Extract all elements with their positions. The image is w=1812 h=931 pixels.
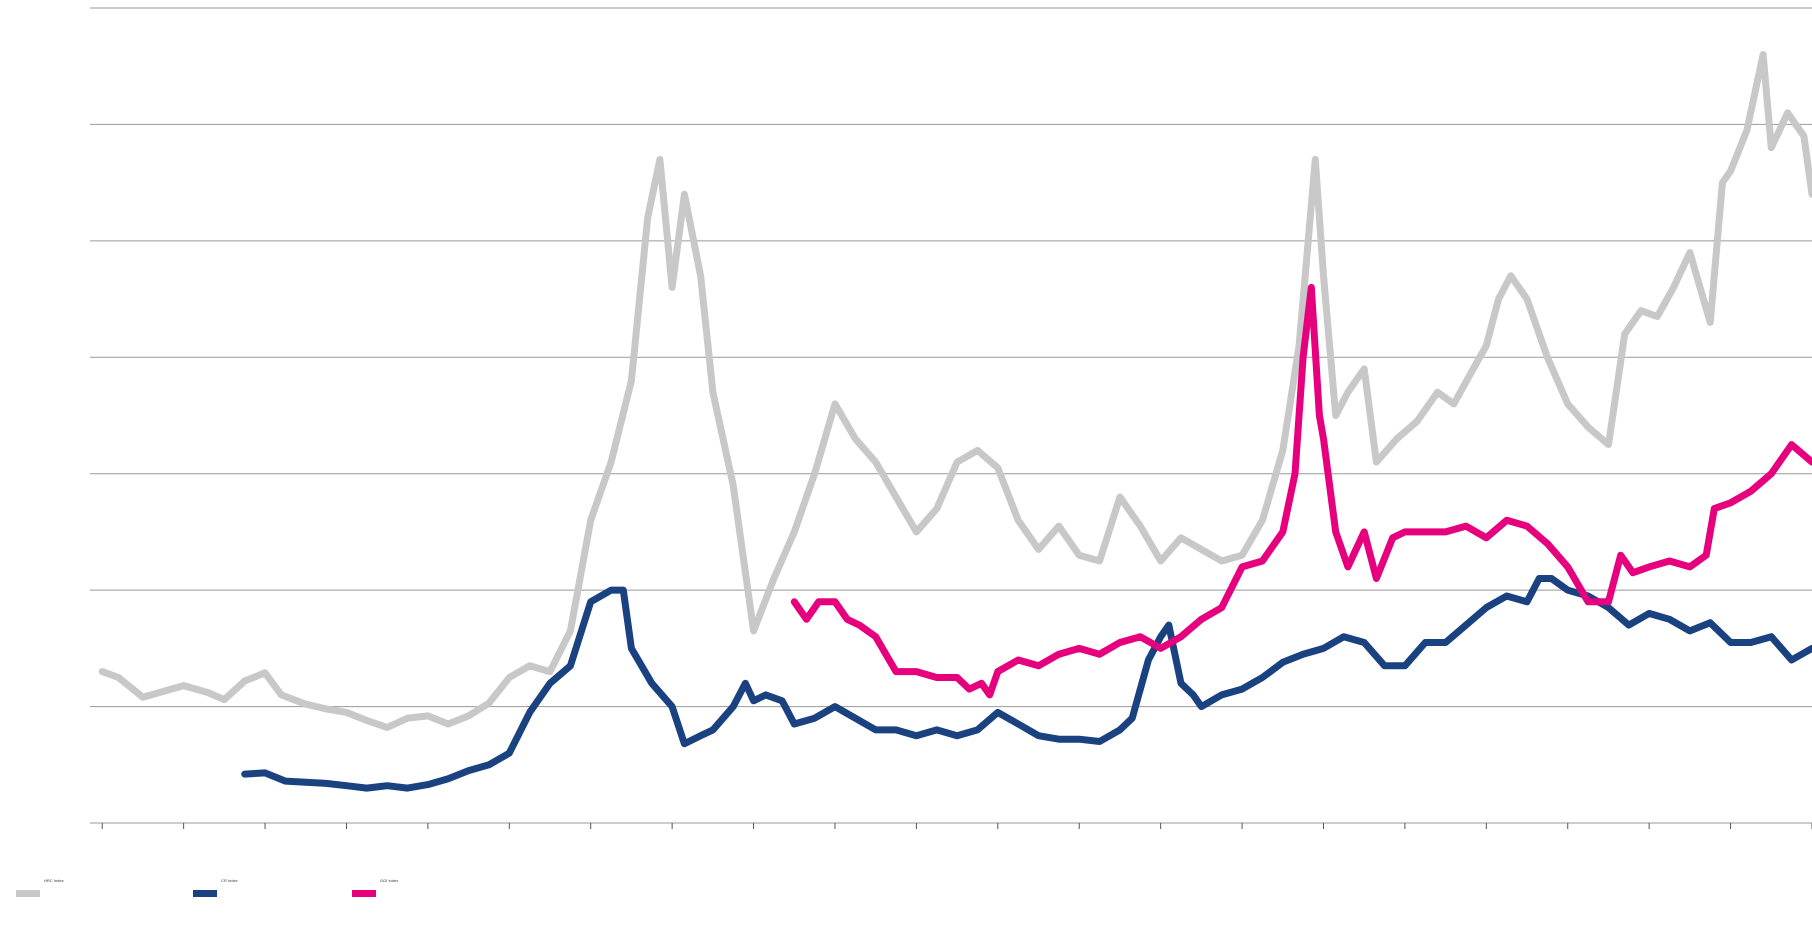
legend: HRC Index CR Index GGI Index (16, 878, 398, 897)
grid-lines (90, 7, 1812, 824)
legend-swatch (16, 890, 40, 897)
series-line (241, 575, 1812, 792)
legend-label: HRC Index (44, 878, 64, 883)
x-axis (101, 823, 1812, 829)
series-lines (98, 51, 1812, 792)
legend-label: GGI Index (380, 878, 398, 883)
legend-label: CR Index (221, 878, 238, 883)
legend-swatch (193, 890, 217, 897)
series-line (790, 283, 1812, 699)
series-line (98, 51, 1812, 731)
legend-swatch (352, 890, 376, 897)
